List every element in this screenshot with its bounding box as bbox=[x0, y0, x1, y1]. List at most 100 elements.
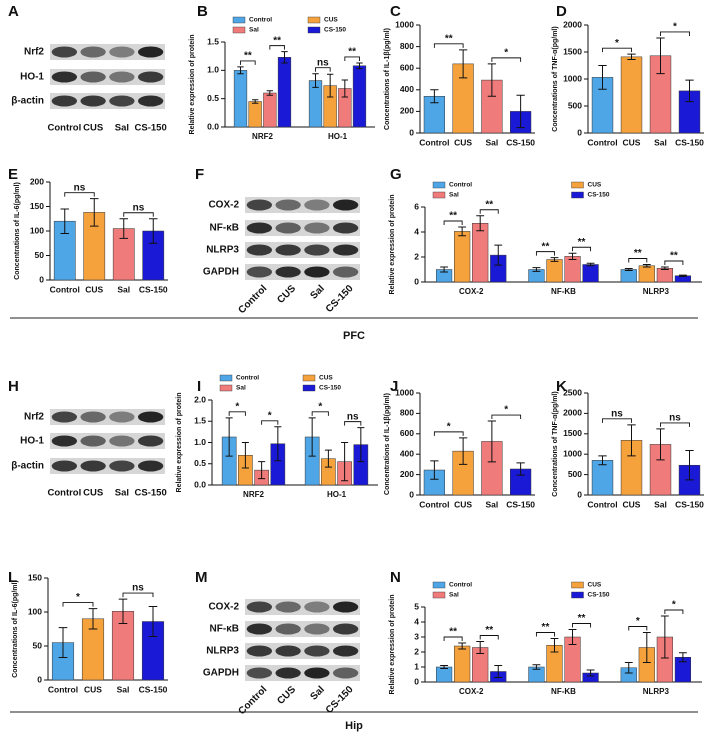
x-tick-label: CUS bbox=[454, 137, 472, 147]
error-bar bbox=[685, 79, 694, 103]
panel-letter: M bbox=[195, 569, 208, 586]
significance-bracket bbox=[269, 45, 285, 50]
x-tick-label: CUS bbox=[84, 684, 102, 694]
error-bar bbox=[586, 669, 595, 677]
bar bbox=[454, 231, 471, 283]
legend-label: Control bbox=[249, 17, 272, 24]
blot-band bbox=[275, 266, 301, 278]
error-bar bbox=[148, 606, 158, 637]
error-bar bbox=[225, 417, 233, 457]
lane-label: CS-150 bbox=[135, 488, 167, 499]
x-tick-label: CS-150 bbox=[139, 684, 168, 694]
significance-label: ** bbox=[445, 33, 453, 44]
legend-label: CUS bbox=[324, 17, 338, 24]
bar bbox=[656, 268, 673, 283]
error-bar bbox=[624, 662, 633, 674]
significance-bracket bbox=[535, 632, 555, 637]
error-bar bbox=[550, 257, 559, 262]
y-tick-label: 1 bbox=[414, 661, 419, 671]
blot-band bbox=[332, 645, 359, 657]
error-bar bbox=[494, 244, 503, 266]
x-tick-label: CUS bbox=[623, 137, 641, 147]
error-bar bbox=[356, 62, 363, 70]
error-bar bbox=[487, 420, 497, 463]
x-tick-label: Control bbox=[587, 137, 617, 147]
y-tick-label: 400 bbox=[400, 448, 414, 458]
x-tick-label: NRF2 bbox=[243, 490, 264, 499]
y-tick-label: 2.0 bbox=[194, 394, 206, 404]
error-bar bbox=[678, 652, 687, 663]
x-tick-label: NRF2 bbox=[252, 132, 273, 141]
blot-strip bbox=[245, 197, 360, 213]
significance-bracket bbox=[628, 626, 648, 631]
legend-swatch bbox=[307, 26, 321, 34]
error-bar bbox=[458, 226, 467, 237]
error-bar bbox=[430, 460, 439, 480]
blot-band bbox=[275, 667, 301, 679]
blot-band bbox=[51, 46, 78, 58]
blot-band bbox=[332, 667, 359, 679]
x-tick-label: CUS bbox=[454, 499, 472, 509]
error-bar bbox=[550, 638, 559, 653]
panel-letter: J bbox=[390, 378, 398, 395]
significance-bracket bbox=[122, 592, 154, 598]
blot-strip bbox=[50, 458, 165, 474]
y-tick-label: 2500 bbox=[563, 387, 582, 397]
error-bar bbox=[458, 437, 468, 465]
legend-swatch bbox=[302, 384, 316, 392]
significance-label: ns bbox=[317, 57, 329, 68]
blot-band bbox=[304, 645, 330, 657]
error-bar bbox=[642, 632, 651, 663]
band-label: COX-2 bbox=[208, 602, 239, 613]
blot-band bbox=[80, 411, 106, 423]
blot-strip bbox=[245, 599, 360, 615]
blot-band bbox=[275, 244, 301, 256]
y-tick-label: 400 bbox=[400, 84, 414, 94]
x-tick-label: CS-150 bbox=[675, 137, 704, 147]
x-tick-label: Control bbox=[50, 284, 80, 294]
significance-bracket bbox=[344, 421, 362, 426]
panel-letter: I bbox=[197, 378, 201, 395]
significance-label: ** bbox=[273, 35, 281, 46]
significance-label: * bbox=[447, 422, 451, 433]
y-tick-label: 1000 bbox=[563, 73, 582, 83]
bar bbox=[564, 256, 581, 283]
blot-band bbox=[80, 460, 106, 472]
blot-band bbox=[246, 645, 273, 657]
legend-swatch bbox=[219, 374, 233, 382]
error-bar bbox=[88, 608, 98, 630]
y-tick-label: 0 bbox=[37, 674, 42, 684]
y-tick-label: 2 bbox=[414, 646, 419, 656]
lane-label: Sal bbox=[308, 283, 327, 302]
x-tick-label: HO-1 bbox=[328, 132, 348, 141]
y-tick-label: 1.0 bbox=[194, 437, 206, 447]
blot-band bbox=[275, 623, 301, 635]
error-bar bbox=[119, 218, 128, 239]
significance-bracket bbox=[433, 43, 464, 48]
bar bbox=[582, 264, 599, 283]
y-tick-label: 6 bbox=[414, 201, 419, 211]
error-bar bbox=[487, 63, 497, 97]
significance-bracket bbox=[491, 414, 522, 420]
legend-label: Sal bbox=[249, 27, 259, 34]
blot-band bbox=[80, 435, 106, 447]
y-tick-label: 0 bbox=[577, 489, 582, 499]
significance-bracket bbox=[572, 623, 592, 628]
error-bar bbox=[312, 73, 319, 88]
error-bar bbox=[357, 427, 365, 463]
lane-label: CUS bbox=[275, 283, 298, 306]
significance-bracket bbox=[660, 31, 690, 36]
blot-strip bbox=[50, 44, 165, 60]
lane-label: Sal bbox=[308, 684, 327, 703]
y-tick-label: 200 bbox=[400, 106, 414, 116]
error-bar bbox=[281, 51, 288, 64]
lane-label: CS-150 bbox=[324, 283, 356, 315]
blot-band bbox=[137, 95, 164, 107]
blot-band bbox=[137, 435, 164, 447]
legend-swatch bbox=[307, 16, 321, 24]
y-tick-label: 5 bbox=[414, 601, 419, 611]
band-label: NLRP3 bbox=[206, 646, 239, 657]
band-label: COX-2 bbox=[208, 200, 239, 211]
bar bbox=[233, 70, 248, 128]
significance-bracket bbox=[491, 57, 522, 62]
